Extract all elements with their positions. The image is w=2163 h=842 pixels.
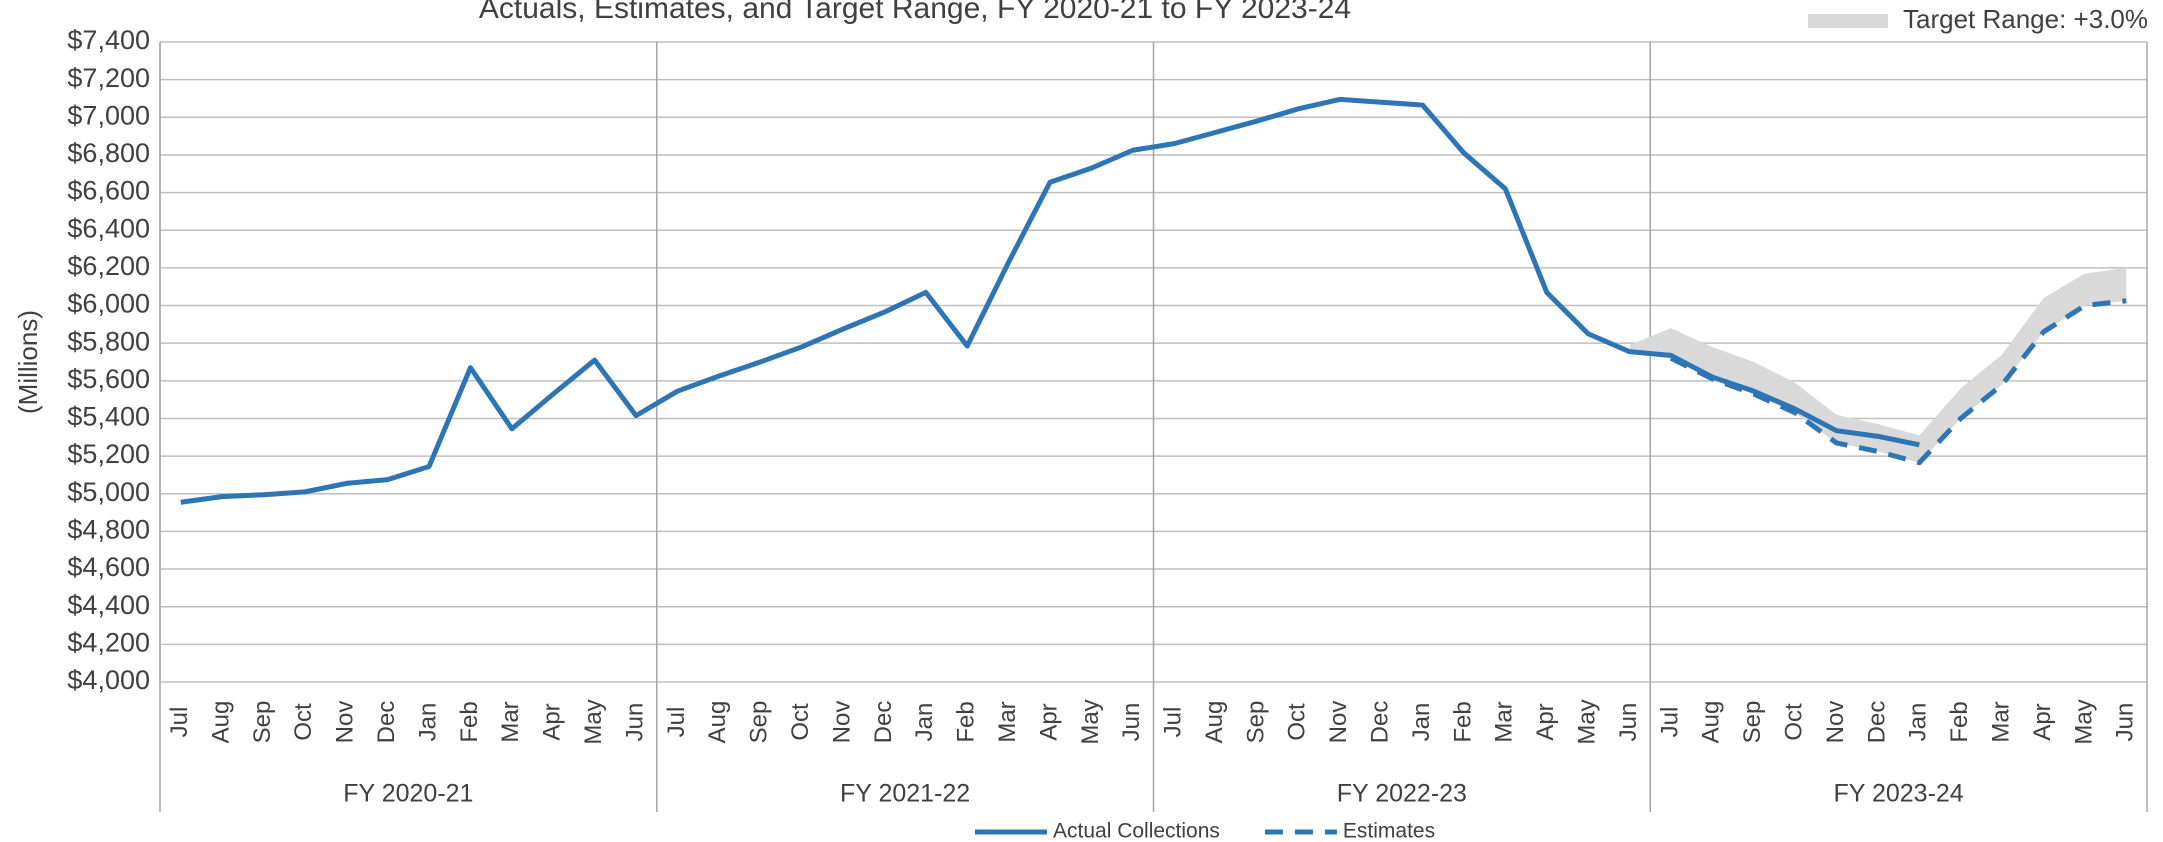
y-tick-label: $4,200 — [67, 627, 150, 657]
y-tick-label: $6,800 — [67, 138, 150, 168]
group-label: FY 2022-23 — [1337, 780, 1467, 808]
x-tick-label: Nov — [1822, 701, 1849, 744]
x-tick-label: Jan — [1408, 703, 1435, 742]
x-tick-label: Sep — [1242, 701, 1269, 744]
legend-label: Target Range: +3.0% — [1903, 4, 2148, 34]
series-line — [1669, 298, 2127, 466]
series-line — [180, 96, 1920, 505]
x-tick-label: Aug — [1201, 701, 1228, 744]
y-axis-label: (Millions) — [13, 310, 43, 414]
y-tick-label: $7,400 — [67, 25, 150, 55]
x-tick-label: Dec — [1367, 701, 1394, 744]
x-tick-label: Jan — [414, 703, 441, 742]
x-tick-label: Jun — [621, 703, 648, 742]
x-tick-label: Jul — [1160, 707, 1187, 738]
x-tick-label: Oct — [290, 703, 317, 741]
legend-label: Actual Collections — [1053, 820, 1220, 842]
x-tick-label: Mar — [1987, 701, 2014, 742]
legend-swatch — [1808, 14, 1888, 28]
y-tick-label: $6,600 — [67, 176, 150, 206]
x-tick-label: Dec — [373, 701, 400, 744]
y-tick-label: $6,200 — [67, 251, 150, 281]
x-tick-label: Dec — [1863, 701, 1890, 744]
x-tick-label: Apr — [539, 703, 566, 740]
x-tick-label: Sep — [746, 701, 773, 744]
x-tick-label: Jul — [663, 707, 690, 738]
x-tick-label: Aug — [207, 701, 234, 744]
chart-title: Actuals, Estimates, and Target Range, FY… — [479, 0, 1351, 25]
x-tick-label: May — [580, 699, 607, 744]
x-tick-label: May — [2070, 699, 2097, 744]
x-tick-label: Mar — [994, 701, 1021, 742]
x-tick-label: Feb — [456, 701, 483, 742]
y-tick-label: $7,200 — [67, 63, 150, 93]
x-tick-label: Jul — [1656, 707, 1683, 738]
x-tick-label: Feb — [1449, 701, 1476, 742]
x-tick-label: Apr — [1035, 703, 1062, 740]
x-tick-label: Oct — [787, 703, 814, 741]
y-tick-label: $5,000 — [67, 477, 150, 507]
y-tick-label: $4,400 — [67, 590, 150, 620]
y-tick-label: $7,000 — [67, 100, 150, 130]
x-tick-label: Jan — [911, 703, 938, 742]
group-label: FY 2023-24 — [1834, 780, 1964, 808]
x-tick-label: Oct — [1284, 703, 1311, 741]
x-tick-label: Sep — [1739, 701, 1766, 744]
x-tick-label: Dec — [870, 701, 897, 744]
y-tick-label: $5,600 — [67, 364, 150, 394]
y-tick-label: $6,400 — [67, 213, 150, 243]
x-tick-label: Jun — [1118, 703, 1145, 742]
x-tick-label: Jan — [1905, 703, 1932, 742]
x-tick-label: Feb — [1946, 701, 1973, 742]
y-tick-label: $5,200 — [67, 439, 150, 469]
x-tick-label: Aug — [704, 701, 731, 744]
y-tick-label: $5,800 — [67, 326, 150, 356]
x-tick-label: May — [1077, 699, 1104, 744]
x-tick-label: Jun — [2112, 703, 2139, 742]
x-tick-label: Nov — [828, 701, 855, 744]
y-tick-label: $4,800 — [67, 515, 150, 545]
x-tick-label: Sep — [249, 701, 276, 744]
y-tick-label: $5,400 — [67, 402, 150, 432]
group-label: FY 2021-22 — [840, 780, 970, 808]
x-tick-label: May — [1574, 699, 1601, 744]
x-tick-label: Apr — [1532, 703, 1559, 740]
group-label: FY 2020-21 — [343, 780, 473, 808]
y-tick-label: $6,000 — [67, 289, 150, 319]
legend-label: Estimates — [1343, 820, 1435, 842]
x-tick-label: Oct — [1780, 703, 1807, 741]
x-tick-label: Nov — [332, 701, 359, 744]
x-tick-label: Mar — [497, 701, 524, 742]
y-tick-label: $4,000 — [67, 665, 150, 695]
x-tick-label: Nov — [1325, 701, 1352, 744]
x-tick-label: Jul — [166, 707, 193, 738]
y-tick-label: $4,600 — [67, 552, 150, 582]
x-tick-label: Mar — [1491, 701, 1518, 742]
x-tick-label: Jun — [1615, 703, 1642, 742]
target-band — [1629, 267, 2127, 463]
x-tick-label: Feb — [953, 701, 980, 742]
x-tick-label: Apr — [2029, 703, 2056, 740]
x-tick-label: Aug — [1698, 701, 1725, 744]
